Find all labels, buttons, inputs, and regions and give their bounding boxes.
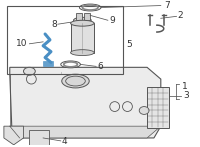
Bar	[84, 13, 90, 20]
Text: 6: 6	[97, 62, 103, 71]
Ellipse shape	[71, 50, 94, 56]
Text: 1: 1	[181, 82, 187, 91]
Ellipse shape	[62, 74, 89, 88]
Ellipse shape	[71, 20, 94, 26]
Bar	[147, 87, 169, 128]
Polygon shape	[10, 67, 161, 138]
Bar	[76, 13, 82, 20]
Text: 3: 3	[183, 91, 189, 100]
Polygon shape	[29, 130, 49, 145]
Ellipse shape	[24, 67, 35, 75]
Polygon shape	[10, 126, 161, 138]
Text: 9: 9	[109, 16, 115, 25]
Text: 7: 7	[164, 1, 170, 10]
Ellipse shape	[139, 107, 149, 114]
Ellipse shape	[74, 17, 91, 23]
Text: 4: 4	[62, 137, 68, 146]
Bar	[71, 23, 94, 53]
Bar	[43, 61, 53, 66]
Text: 10: 10	[16, 39, 27, 48]
Polygon shape	[4, 126, 24, 145]
Bar	[7, 6, 123, 74]
Text: 8: 8	[51, 20, 57, 29]
Text: 5: 5	[127, 40, 132, 49]
Text: 2: 2	[178, 11, 183, 20]
